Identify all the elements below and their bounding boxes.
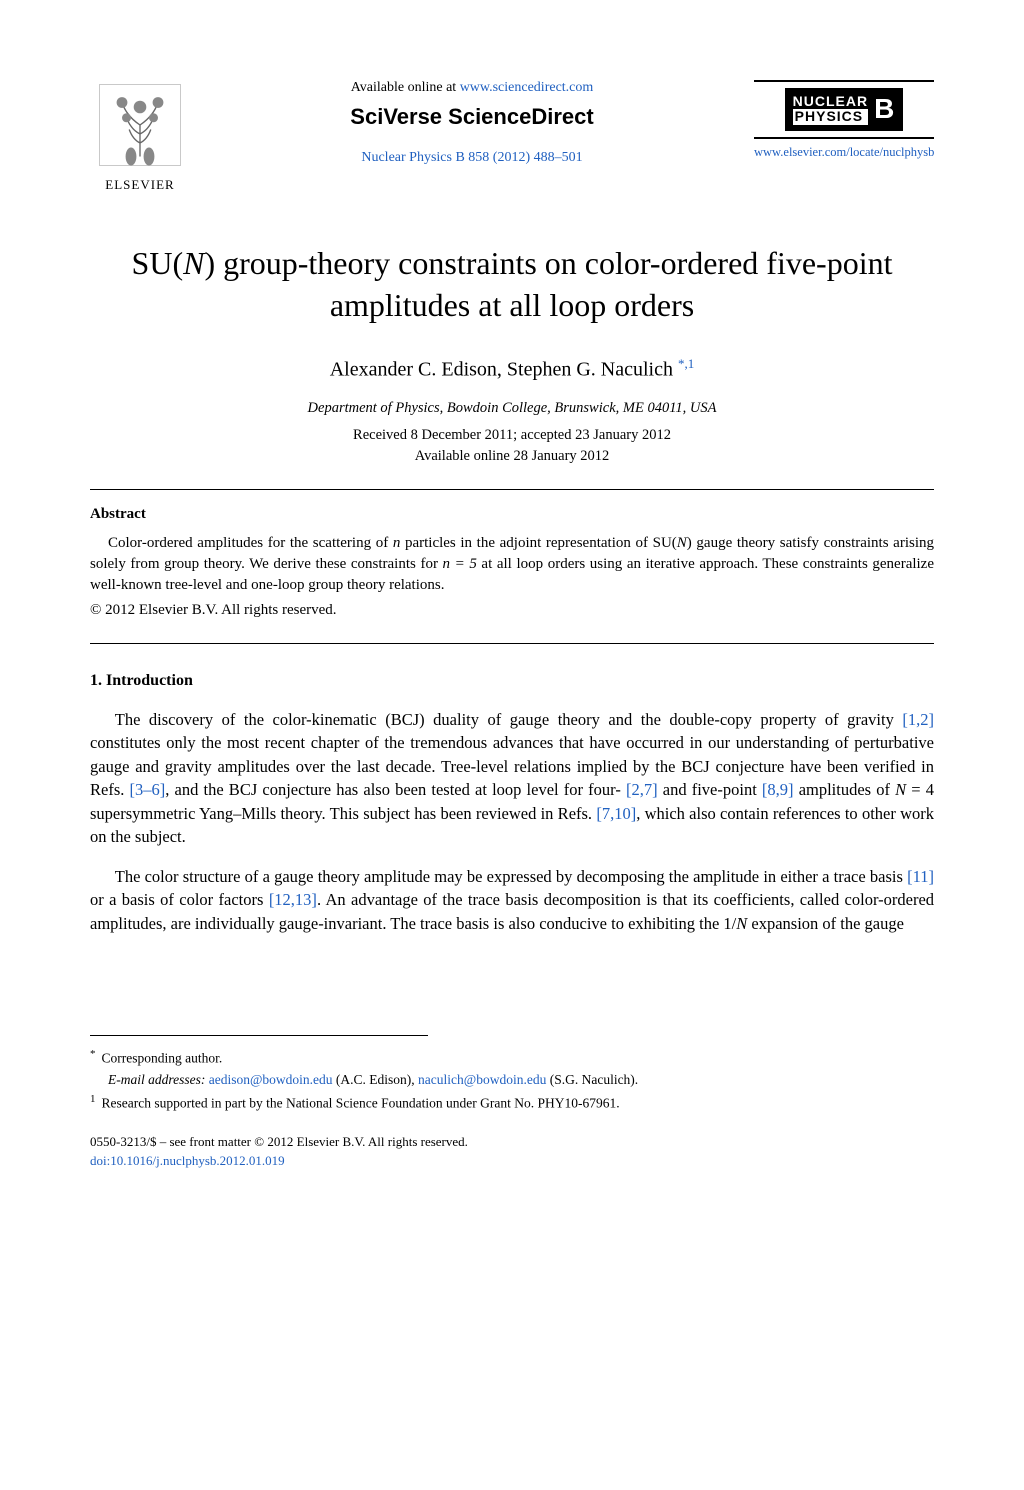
author-footnote-markers[interactable]: *,1 bbox=[678, 356, 694, 371]
abstract-text: Color-ordered amplitudes for the scatter… bbox=[90, 533, 934, 596]
journal-url-link[interactable]: www.elsevier.com/locate/nuclphysb bbox=[754, 145, 934, 160]
header: ELSEVIER Available online at www.science… bbox=[90, 80, 934, 193]
ref-3-6[interactable]: [3–6] bbox=[130, 780, 166, 799]
elsevier-logo: ELSEVIER bbox=[90, 80, 190, 193]
author-names: Alexander C. Edison, Stephen G. Naculich bbox=[330, 359, 673, 381]
header-center: Available online at www.sciencedirect.co… bbox=[190, 80, 754, 166]
email-2-who: (S.G. Naculich). bbox=[546, 1072, 638, 1087]
available-prefix: Available online at bbox=[351, 80, 460, 95]
title-part-1: SU( bbox=[132, 245, 184, 281]
journal-name-1: NUCLEAR bbox=[793, 94, 868, 109]
p2d: expansion of the gauge bbox=[747, 914, 904, 933]
elsevier-tree-icon bbox=[95, 80, 185, 170]
corr-marker: * bbox=[90, 1048, 96, 1060]
p1d: and five-point bbox=[658, 780, 762, 799]
journal-b: B bbox=[874, 98, 895, 120]
footnote-corresponding: * Corresponding author. bbox=[90, 1046, 934, 1069]
copyright: © 2012 Elsevier B.V. All rights reserved… bbox=[90, 602, 934, 619]
affiliation: Department of Physics, Bowdoin College, … bbox=[90, 400, 934, 417]
intro-para-2: The color structure of a gauge theory am… bbox=[90, 865, 934, 935]
email-2[interactable]: naculich@bowdoin.edu bbox=[418, 1072, 546, 1087]
footnote-1: 1 Research supported in part by the Natio… bbox=[90, 1091, 934, 1114]
elsevier-label: ELSEVIER bbox=[90, 177, 190, 193]
intro-para-1: The discovery of the color-kinematic (BC… bbox=[90, 708, 934, 849]
journal-name-2: PHYSICS bbox=[793, 109, 868, 124]
header-right: NUCLEAR PHYSICS B www.elsevier.com/locat… bbox=[754, 80, 934, 160]
fn1-text: Research supported in part by the Nation… bbox=[102, 1095, 620, 1110]
dates-received: Received 8 December 2011; accepted 23 Ja… bbox=[90, 427, 934, 444]
fn1-marker: 1 bbox=[90, 1093, 96, 1105]
article-title: SU(N) group-theory constraints on color-… bbox=[90, 243, 934, 326]
divider-2 bbox=[90, 643, 934, 644]
email-1[interactable]: aedison@bowdoin.edu bbox=[209, 1072, 333, 1087]
abs-N: N bbox=[677, 535, 687, 551]
available-online: Available online at www.sciencedirect.co… bbox=[210, 80, 734, 96]
footnote-emails: E-mail addresses: aedison@bowdoin.edu (A… bbox=[90, 1069, 934, 1091]
ref-1-2[interactable]: [1,2] bbox=[902, 710, 934, 729]
journal-logo: NUCLEAR PHYSICS B bbox=[754, 80, 934, 139]
p1-scriptN: N bbox=[895, 780, 906, 799]
abs-1b: particles in the adjoint representation … bbox=[400, 535, 676, 551]
ref-12-13[interactable]: [12,13] bbox=[269, 890, 317, 909]
issn: 0550-3213/$ – see front matter © 2012 El… bbox=[90, 1132, 934, 1152]
corr-text: Corresponding author. bbox=[102, 1051, 223, 1066]
ref-7-10[interactable]: [7,10] bbox=[596, 804, 636, 823]
citation-link[interactable]: Nuclear Physics B 858 (2012) 488–501 bbox=[210, 150, 734, 166]
ref-8-9[interactable]: [8,9] bbox=[762, 780, 794, 799]
abs-1a: Color-ordered amplitudes for the scatter… bbox=[108, 535, 393, 551]
ref-11[interactable]: [11] bbox=[907, 867, 934, 886]
email-label: E-mail addresses: bbox=[108, 1072, 205, 1087]
divider bbox=[90, 489, 934, 490]
abs-eq: n = 5 bbox=[443, 556, 477, 572]
authors: Alexander C. Edison, Stephen G. Naculich… bbox=[90, 356, 934, 382]
footnote-divider bbox=[90, 1035, 428, 1046]
p2a: The color structure of a gauge theory am… bbox=[115, 867, 907, 886]
doi-link[interactable]: doi:10.1016/j.nuclphysb.2012.01.019 bbox=[90, 1151, 934, 1171]
email-1-who: (A.C. Edison), bbox=[333, 1072, 419, 1087]
abstract-label: Abstract bbox=[90, 506, 934, 523]
section-1-heading: 1. Introduction bbox=[90, 672, 934, 690]
title-N: N bbox=[183, 245, 204, 281]
bottom-info: 0550-3213/$ – see front matter © 2012 El… bbox=[90, 1132, 934, 1171]
p1a: The discovery of the color-kinematic (BC… bbox=[115, 710, 903, 729]
dates-online: Available online 28 January 2012 bbox=[90, 448, 934, 465]
sciencedirect-link[interactable]: www.sciencedirect.com bbox=[460, 80, 594, 95]
journal-badge: NUCLEAR PHYSICS B bbox=[785, 88, 904, 131]
page: ELSEVIER Available online at www.science… bbox=[0, 0, 1024, 1221]
ref-2-7[interactable]: [2,7] bbox=[626, 780, 658, 799]
footnotes: * Corresponding author. E-mail addresses:… bbox=[90, 1046, 934, 1114]
p2-N: N bbox=[736, 914, 747, 933]
title-part-2: ) group-theory constraints on color-orde… bbox=[204, 245, 892, 323]
p2b: or a basis of color factors bbox=[90, 890, 269, 909]
sciverse-logo: SciVerse ScienceDirect bbox=[210, 104, 734, 130]
p1c: , and the BCJ conjecture has also been t… bbox=[165, 780, 626, 799]
p1e: amplitudes of bbox=[794, 780, 896, 799]
